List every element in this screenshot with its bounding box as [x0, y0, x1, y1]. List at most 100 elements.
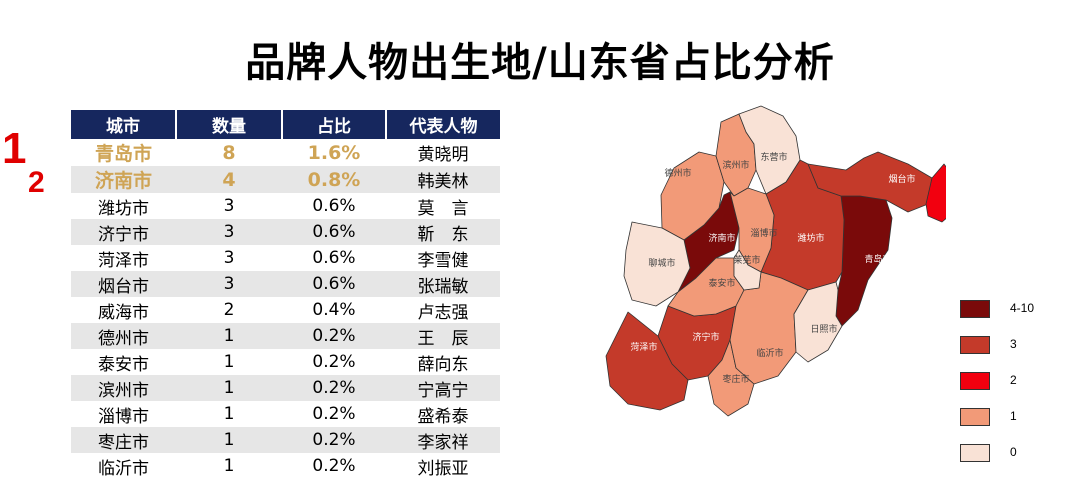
cell-city: 济宁市 — [71, 219, 176, 245]
legend-item: 1 — [960, 406, 1070, 428]
table-row: 威海市 2 0.4% 卢志强 — [71, 297, 500, 323]
map-region — [738, 105, 801, 195]
legend-swatch — [960, 444, 990, 462]
cell-pct: 0.6% — [282, 219, 386, 245]
map-region-label: 日照市 — [810, 323, 837, 335]
table-row: 枣庄市 1 0.2% 李家祥 — [71, 427, 500, 453]
city-table: 城市 数量 占比 代表人物 青岛市 8 1.6% 黄晓明 济南市 4 0.8% 韩美林 潍坊市 3… — [71, 110, 500, 479]
cell-person: 王 辰 — [386, 323, 500, 349]
cell-city: 泰安市 — [71, 349, 176, 375]
cell-count: 3 — [176, 219, 282, 245]
cell-city: 潍坊市 — [71, 193, 176, 219]
cell-count: 3 — [176, 271, 282, 297]
cell-pct: 0.8% — [282, 166, 386, 193]
cell-pct: 1.6% — [282, 139, 386, 166]
cell-pct: 0.2% — [282, 323, 386, 349]
cell-city: 淄博市 — [71, 401, 176, 427]
cell-city: 菏泽市 — [71, 245, 176, 271]
map-region-label: 青岛市 — [864, 253, 891, 265]
rank-number-2: 2 — [28, 166, 45, 199]
map-region-label: 聊城市 — [648, 257, 675, 269]
map-region-label: 济南市 — [708, 232, 735, 244]
cell-person: 韩美林 — [386, 166, 500, 193]
cell-city: 滨州市 — [71, 375, 176, 401]
legend-swatch — [960, 300, 990, 318]
legend-item: 3 — [960, 334, 1070, 356]
map-region-label: 淄博市 — [750, 227, 777, 239]
cell-count: 1 — [176, 349, 282, 375]
shandong-map: 青岛市济南市潍坊市济宁市菏泽市烟台市威海市德州市泰安市滨州市淄博市枣庄市临沂市东… — [605, 105, 946, 417]
map-region-label: 临沂市 — [756, 347, 783, 359]
legend-label: 2 — [1010, 373, 1017, 387]
map-region — [793, 281, 843, 363]
cell-pct: 0.2% — [282, 453, 386, 479]
cell-city: 青岛市 — [71, 139, 176, 166]
cell-count: 8 — [176, 139, 282, 166]
cell-count: 1 — [176, 427, 282, 453]
table-row: 烟台市 3 0.6% 张瑞敏 — [71, 271, 500, 297]
cell-person: 张瑞敏 — [386, 271, 500, 297]
cell-city: 临沂市 — [71, 453, 176, 479]
cell-person: 薛向东 — [386, 349, 500, 375]
cell-pct: 0.2% — [282, 375, 386, 401]
legend-label: 1 — [1010, 409, 1017, 423]
cell-count: 1 — [176, 375, 282, 401]
table-row: 德州市 1 0.2% 王 辰 — [71, 323, 500, 349]
table-row: 淄博市 1 0.2% 盛希泰 — [71, 401, 500, 427]
map-region-label: 德州市 — [664, 167, 691, 179]
map-region-label: 东营市 — [760, 151, 787, 163]
cell-pct: 0.6% — [282, 271, 386, 297]
map-region-label: 莱芜市 — [733, 254, 760, 266]
table-header-row: 城市 数量 占比 代表人物 — [71, 110, 500, 139]
legend-swatch — [960, 372, 990, 390]
legend-item: 0 — [960, 442, 1070, 464]
cell-person: 李雪健 — [386, 245, 500, 271]
cell-pct: 0.2% — [282, 427, 386, 453]
legend-label: 0 — [1010, 445, 1017, 459]
rank-number-1: 1 — [2, 124, 27, 173]
cell-pct: 0.6% — [282, 245, 386, 271]
header-city: 城市 — [71, 110, 177, 139]
cell-person: 盛希泰 — [386, 401, 500, 427]
table-row: 滨州市 1 0.2% 宁高宁 — [71, 375, 500, 401]
map-region — [925, 163, 946, 223]
cell-count: 4 — [176, 166, 282, 193]
table-row: 菏泽市 3 0.6% 李雪健 — [71, 245, 500, 271]
table-row: 泰安市 1 0.2% 薛向东 — [71, 349, 500, 375]
legend-swatch — [960, 408, 990, 426]
cell-city: 枣庄市 — [71, 427, 176, 453]
cell-person: 靳 东 — [386, 219, 500, 245]
cell-count: 1 — [176, 401, 282, 427]
header-count: 数量 — [176, 110, 283, 139]
header-pct: 占比 — [282, 110, 387, 139]
cell-city: 济南市 — [71, 166, 176, 193]
cell-pct: 0.4% — [282, 297, 386, 323]
cell-person: 刘振亚 — [386, 453, 500, 479]
table-row: 济南市 4 0.8% 韩美林 — [71, 166, 500, 193]
table-row: 临沂市 1 0.2% 刘振亚 — [71, 453, 500, 479]
map-region-label: 烟台市 — [888, 173, 915, 185]
cell-count: 1 — [176, 323, 282, 349]
cell-city: 烟台市 — [71, 271, 176, 297]
cell-person: 卢志强 — [386, 297, 500, 323]
map-region-label: 泰安市 — [708, 277, 735, 289]
map-region-label: 菏泽市 — [630, 341, 657, 353]
map-region-label: 枣庄市 — [722, 373, 749, 385]
legend-label: 3 — [1010, 337, 1017, 351]
table-row: 潍坊市 3 0.6% 莫 言 — [71, 193, 500, 219]
cell-pct: 0.6% — [282, 193, 386, 219]
legend-item: 4-10 — [960, 298, 1070, 320]
cell-count: 3 — [176, 245, 282, 271]
table-body: 青岛市 8 1.6% 黄晓明 济南市 4 0.8% 韩美林 潍坊市 3 0.6% 莫 言济宁市 3 0.6… — [71, 139, 500, 479]
legend-item: 2 — [960, 370, 1070, 392]
map-region — [733, 249, 762, 291]
legend-swatch — [960, 336, 990, 354]
map-region-label: 滨州市 — [722, 159, 749, 171]
table-row: 青岛市 8 1.6% 黄晓明 — [71, 139, 500, 166]
cell-count: 1 — [176, 453, 282, 479]
cell-person: 李家祥 — [386, 427, 500, 453]
cell-pct: 0.2% — [282, 349, 386, 375]
cell-city: 德州市 — [71, 323, 176, 349]
cell-count: 3 — [176, 193, 282, 219]
cell-person: 黄晓明 — [386, 139, 500, 166]
